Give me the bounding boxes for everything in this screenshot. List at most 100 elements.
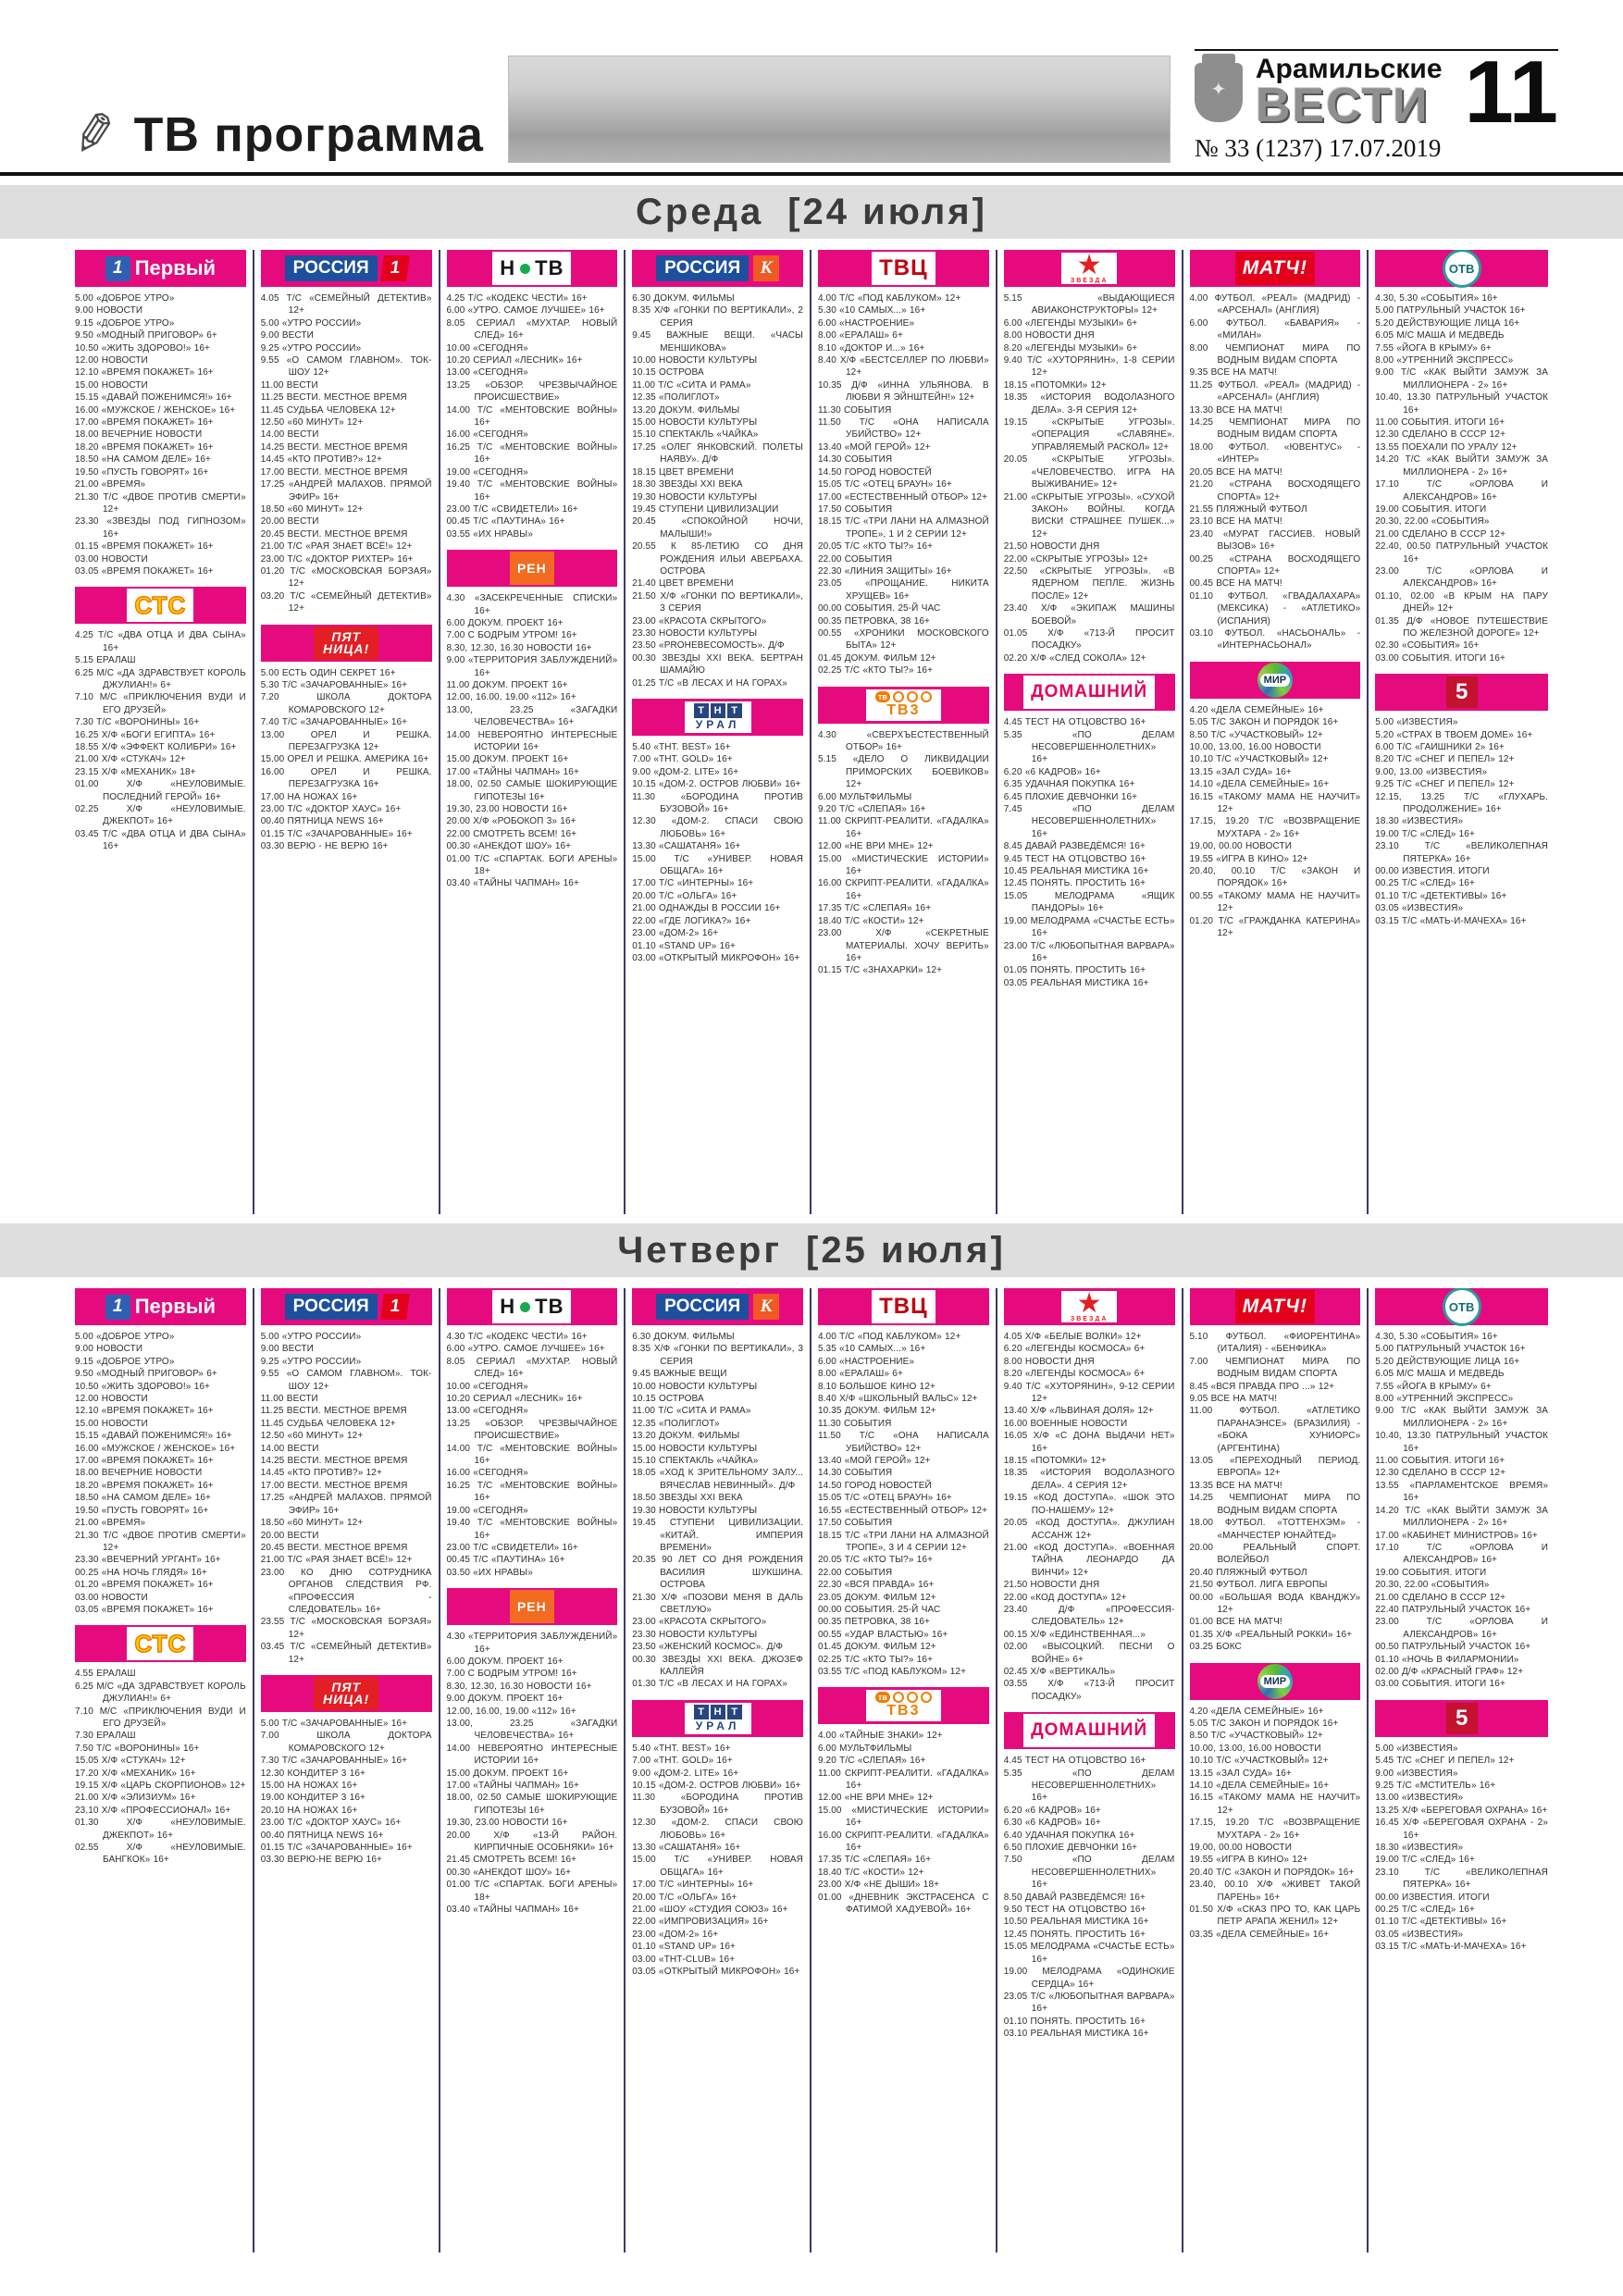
program-item: 19.30, 23.00 НОВОСТИ 16+	[446, 1818, 568, 1829]
program-item: 8.00 «УТРЕННИЙ ЭКСПРЕСС»	[1375, 355, 1514, 366]
program-item: 19.00 СОБЫТИЯ. ИТОГИ	[1375, 1567, 1487, 1578]
program-item: 22.50 «СКРЫТЫЕ УГРОЗЫ». «В ЯДЕРНОМ ПЕПЛЕ…	[1003, 565, 1175, 602]
program-item: 15.05 МЕЛОДРАМА «ЯЩИК ПАНДОРЫ» 16+	[1003, 890, 1175, 914]
program-item: 10.15 ОСТРОВА	[632, 367, 704, 379]
program-item: 11.00 СКРИПТ-РЕАЛИТИ. «ГАДАЛКА» 16+	[818, 816, 989, 839]
channel-header-otv: ОТВ	[1375, 1288, 1548, 1326]
program-item: 21.00 «ВРЕМЯ»	[75, 479, 146, 490]
program-item: 16.00 ОРЕЛ И РЕШКА. ПЕРЕЗАГРУЗКА 16+	[260, 766, 432, 790]
program-item: 20.05 Т/С «КТО ТЫ?» 16+	[818, 1555, 934, 1566]
logo-text: МАТЧ!	[1242, 257, 1307, 279]
program-item: 18.05 «ХОД К ЗРИТЕЛЬНОМУ ЗАЛУ... ВЯЧЕСЛА…	[632, 1468, 803, 1491]
program-list-zvezda: 5.15 «ВЫДАЮЩИЕСЯ АВИАКОНСТРУКТОРЫ» 12+ 6.…	[1004, 292, 1175, 664]
program-item: 13.00 «СЕГОДНЯ»	[446, 1406, 528, 1417]
domashniy-logo: ДОМАШНИЙ	[1023, 1714, 1156, 1748]
program-item: 23.00 Т/С «ДОКТОР ХАУС» 16+	[260, 804, 402, 815]
channel-header-tnt: Т Н Т УРАЛ	[632, 699, 803, 736]
program-item: 9.40 Т/С «ХУТОРЯНИН», 1-8 СЕРИИ 12+	[1003, 355, 1175, 379]
program-item: 11.25 ВЕСТИ. МЕСТНОЕ ВРЕМЯ	[260, 1406, 407, 1417]
program-item: 00.35 ПЕТРОВКА, 38 16+	[818, 615, 930, 627]
program-item: 14.50 ГОРОД НОВОСТЕЙ	[818, 466, 932, 478]
logo-text: Т	[726, 703, 742, 718]
program-item: 15.00 «МИСТИЧЕСКИЕ ИСТОРИИ» 16+	[818, 1805, 989, 1829]
logo-text: Т	[726, 1704, 742, 1719]
program-item: 22.00 «СКРЫТЫЕ УГРОЗЫ» 12+	[1003, 553, 1149, 565]
program-item: 00.55 «УДАР ВЛАСТЬЮ» 16+	[818, 1629, 948, 1640]
program-list-sts: 4.55 ЕРАЛАШ 6.25 М/С «ДА ЗДРАВСТВУЕТ КОРО…	[75, 1668, 246, 1867]
program-item: 18.35 «ИСТОРИЯ ВОДОЛАЗНОГО ДЕЛА». 3-Я СЕ…	[1003, 392, 1175, 416]
program-item: 8.20 Т/С «СНЕГ И ПЕПЕЛ» 12+	[1375, 754, 1515, 765]
program-item: 01.15 Т/С «ЗНАХАРКИ» 12+	[818, 965, 943, 976]
day-section-wednesday: Среда [24 июля] 1 Первый 5.00 «ДОБРОЕ УТРО…	[0, 185, 1623, 1214]
program-item: 14.25 ЧЕМПИОНАТ МИРА ПО ВОДНЫМ ВИДАМ СПО…	[1189, 1493, 1361, 1516]
program-item: 9.00 ВЕСТИ	[260, 330, 314, 341]
program-item: 18.55 Х/Ф «ЭФФЕКТ КОЛИБРИ» 16+	[75, 742, 237, 752]
program-item: 00.40 ПЯТНИЦА NEWS 16+	[260, 816, 384, 827]
program-item: 03.45 Т/С «ДВА ОТЦА И ДВА СЫНА» 16+	[75, 828, 246, 852]
program-item: 20.05 Т/С «КТО ТЫ?» 16+	[818, 541, 934, 552]
program-item: 19.50 «ПУСТЬ ГОВОРЯТ» 16+	[75, 1505, 209, 1516]
channel-column: ★ ЗВЕЗДА 5.15 «ВЫДАЮЩИЕСЯ АВИАКОНСТРУКТОРЫ…	[997, 250, 1183, 1214]
program-item: 02.00 Д/Ф «КРАСНЫЙ ГРАФ» 12+	[1375, 1666, 1524, 1677]
program-item: 23.00 Т/С «ОРЛОВА И АЛЕКСАНДРОВ» 16+	[1375, 1617, 1548, 1640]
program-item: 9.00 «ИЗВЕСТИЯ»	[1375, 1768, 1458, 1779]
program-item: 12.00 «НЕ ВРИ МНЕ» 12+	[818, 841, 934, 852]
day-date: [25 июля]	[806, 1229, 1006, 1271]
header-photo	[507, 56, 1171, 163]
program-item: 21.00 СДЕЛАНО В СССР 12+	[1375, 528, 1506, 540]
day-title: Среда	[636, 191, 764, 232]
program-item: 9.15 «ДОБРОЕ УТРО»	[75, 1356, 175, 1367]
program-item: 12.45 ПОНЯТЬ. ПРОСТИТЬ 16+	[1003, 1929, 1146, 1940]
program-item: 6.45 ПЛОХИЕ ДЕВЧОНКИ 16+	[1003, 791, 1138, 802]
program-item: 03.05 РЕАЛЬНАЯ МИСТИКА 16+	[1003, 977, 1149, 988]
program-item: 01.05 ПОНЯТЬ. ПРОСТИТЬ 16+	[1003, 965, 1146, 976]
program-item: 11.30 СОБЫТИЯ	[818, 1418, 892, 1429]
logo-text: МИР	[1259, 1674, 1291, 1688]
program-item: 18.50 «60 МИНУТ» 12+	[260, 503, 364, 515]
program-item: 23.40 «МУРАТ ГАССИЕВ. НОВЫЙ ВЫЗОВ» 16+	[1189, 528, 1361, 552]
program-item: 13.30 ВСЕ НА МАТЧ!	[1189, 404, 1282, 416]
program-item: 21.30 Т/С «ДВОЕ ПРОТИВ СМЕРТИ» 12+	[75, 1530, 246, 1553]
logo-text: НИЦА!	[323, 1691, 370, 1706]
program-item: 22.30 «ВСЯ ПРАВДА» 16+	[818, 1580, 935, 1591]
program-item: 00.45 Т/С «ПАУТИНА» 16+	[446, 1555, 565, 1566]
program-list-five: 5.00 «ИЗВЕСТИЯ» 5.20 «СТРАХ В ТВОЕМ ДОМЕ»…	[1375, 716, 1548, 927]
program-item: 17.35 Т/С «СЛЕПАЯ» 16+	[818, 1855, 932, 1866]
program-item: 6.20 «6 КАДРОВ» 16+	[1003, 766, 1101, 777]
program-item: 5.00 «ИЗВЕСТИЯ»	[1375, 1743, 1458, 1754]
program-list-zvezda: 4.05 Х/Ф «БЕЛЫЕ ВОЛКИ» 12+ 6.20 «ЛЕГЕНДЫ …	[1004, 1331, 1175, 1703]
program-item: 23.10 Т/С «ВЕЛИКОЛЕПНАЯ ПЯТЕРКА» 16+	[1375, 1867, 1548, 1891]
program-item: 4.20 «ДЕЛА СЕМЕЙНЫЕ» 16+	[1189, 1706, 1324, 1717]
program-item: 9.45 ТЕСТ НА ОТЦОВСТВО 16+	[1003, 853, 1146, 864]
program-item: 19.30 НОВОСТИ КУЛЬТУРЫ	[632, 1505, 758, 1516]
channel-header-tvc: ТВЦ	[818, 250, 989, 287]
program-item: 00.25 Т/С «СЛЕД» 16+	[1375, 878, 1475, 889]
program-item: 18.50 «НА САМОМ ДЕЛЕ» 16+	[75, 1493, 212, 1504]
program-item: 13.00 «ИЗВЕСТИЯ»	[1375, 1793, 1464, 1804]
program-item: 19.30, 23.00 НОВОСТИ 16+	[446, 804, 568, 815]
program-item: 8.45 «ВСЯ ПРАВДА ПРО ...» 12+	[1189, 1381, 1335, 1392]
program-item: 15.00 НОВОСТИ КУЛЬТУРЫ	[632, 417, 758, 428]
program-item: 01.30 Х/Ф «НЕУЛОВИМЫЕ. ДЖЕКПОТ» 16+	[75, 1818, 246, 1841]
channel-header-domashniy: ДОМАШНИЙ	[1003, 674, 1175, 712]
program-item: 16.25 Х/Ф «БОГИ ЕГИПТА» 16+	[75, 729, 216, 740]
program-item: 01.00 Т/С «СПАРТАК. БОГИ АРЕНЫ» 18+	[446, 853, 618, 877]
program-item: 11.25 ВЕСТИ. МЕСТНОЕ ВРЕМЯ	[260, 392, 407, 403]
tv3-logo: тв ТВ3	[865, 1690, 941, 1722]
program-item: 6.25 М/С «ДА ЗДРАВСТВУЕТ КОРОЛЬ ДЖУЛИАН!…	[75, 1681, 246, 1705]
logo-text	[892, 690, 904, 702]
program-list-tnt: 5.40 «ТНТ. BEST» 16+ 7.00 «ТНТ. GOLD» 16+…	[632, 741, 803, 964]
program-item: 9.00 «ТЕРРИТОРИЯ ЗАБЛУЖДЕНИЙ» 16+	[446, 655, 618, 678]
logo-text: 1	[379, 1294, 410, 1320]
program-item: 19.15 Х/Ф «ЦАРЬ СКОРПИОНОВ» 12+	[75, 1781, 246, 1791]
program-item: 9.00 ДОКУМ. ПРОЕКТ 16+	[446, 1694, 564, 1705]
logo-text: ДОМАШНИЙ	[1031, 1720, 1148, 1741]
program-item: 14.00 ВЕСТИ	[260, 429, 319, 441]
day-grid: 1 Первый 5.00 «ДОБРОЕ УТРО» 9.00 НОВОСТИ 9.1…	[0, 250, 1623, 1214]
program-item: 03.00 НОВОСТИ	[75, 553, 148, 565]
otv-logo: ОТВ	[1442, 250, 1481, 288]
program-item: 20.45 «СПОКОЙНОЙ НОЧИ, МАЛЫШИ!»	[632, 516, 803, 540]
day-banner-wednesday: Среда [24 июля]	[0, 185, 1623, 239]
program-item: 18.15 Т/С «ТРИ ЛАНИ НА АЛМАЗНОЙ ТРОПЕ», …	[818, 1530, 989, 1553]
sts-logo: СТС	[127, 1627, 194, 1661]
